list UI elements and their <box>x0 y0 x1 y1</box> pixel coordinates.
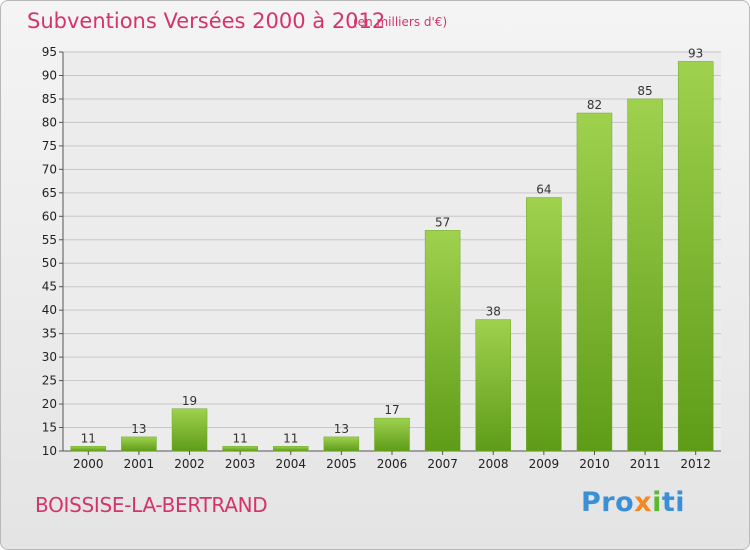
bar <box>222 446 258 452</box>
y-tick-label: 55 <box>42 233 57 247</box>
bar-value-label: 64 <box>536 183 551 197</box>
bar <box>576 112 613 452</box>
y-tick-label: 70 <box>42 162 57 176</box>
x-tick-label: 2012 <box>680 457 711 471</box>
bar-value-label: 82 <box>587 98 602 112</box>
logo-part-1: Pro <box>581 487 635 518</box>
bar <box>424 230 461 452</box>
bar <box>627 98 663 452</box>
y-tick-label: 90 <box>42 68 57 82</box>
bar-value-label: 85 <box>637 84 652 98</box>
x-tick-label: 2004 <box>275 457 306 471</box>
x-tick-label: 2001 <box>124 457 155 471</box>
bar-value-label: 13 <box>334 422 349 436</box>
y-tick-label: 85 <box>42 92 57 106</box>
y-tick-label: 50 <box>42 256 57 270</box>
proxiti-logo: Proxiti <box>581 487 685 518</box>
bar <box>70 446 107 452</box>
x-tick-label: 2007 <box>427 457 458 471</box>
x-tick-label: 2003 <box>225 457 256 471</box>
bar <box>273 446 309 452</box>
y-tick-label: 65 <box>42 186 57 200</box>
y-tick-label: 75 <box>42 139 57 153</box>
x-tick-label: 2011 <box>630 457 661 471</box>
x-tick-label: 2002 <box>174 457 205 471</box>
x-tick-label: 2008 <box>478 457 509 471</box>
logo-part-3: i <box>652 487 662 518</box>
x-tick-label: 2005 <box>326 457 357 471</box>
bar-value-label: 11 <box>283 431 298 445</box>
x-tick-label: 2006 <box>377 457 408 471</box>
bar <box>526 197 562 452</box>
bar-value-label: 57 <box>435 215 450 229</box>
y-tick-label: 25 <box>42 374 57 388</box>
y-tick-label: 60 <box>42 209 57 223</box>
y-tick-label: 40 <box>42 303 57 317</box>
y-tick-label: 30 <box>42 350 57 364</box>
bar-value-label: 17 <box>384 403 399 417</box>
bar-value-label: 11 <box>233 431 248 445</box>
logo-part-2: x <box>634 487 653 518</box>
bar-value-label: 19 <box>182 394 197 408</box>
x-tick-label: 2009 <box>529 457 560 471</box>
y-tick-label: 20 <box>42 397 57 411</box>
place-name: BOISSISE-LA-BERTRAND <box>35 493 268 517</box>
plot-area <box>63 52 721 451</box>
bar <box>323 436 360 452</box>
chart-title: Subventions Versées 2000 à 2012 <box>27 9 386 33</box>
y-tick-label: 35 <box>42 327 57 341</box>
y-tick-label: 95 <box>42 45 57 59</box>
chart-subtitle: (en milliers d'€) <box>353 15 448 29</box>
y-tick-label: 45 <box>42 280 57 294</box>
bar-value-label: 38 <box>486 305 501 319</box>
bar <box>677 61 714 452</box>
bar-value-label: 11 <box>81 431 96 445</box>
x-tick-label: 2010 <box>579 457 610 471</box>
x-tick-label: 2000 <box>73 457 104 471</box>
bar <box>121 436 157 452</box>
bar <box>475 319 511 452</box>
y-tick-label: 80 <box>42 115 57 129</box>
y-tick-label: 15 <box>42 421 57 435</box>
bar <box>374 417 410 452</box>
bar-value-label: 13 <box>131 422 146 436</box>
bar <box>171 408 208 452</box>
y-tick-label: 10 <box>42 444 57 458</box>
bar-value-label: 93 <box>688 46 703 60</box>
logo-part-4: ti <box>661 487 686 518</box>
